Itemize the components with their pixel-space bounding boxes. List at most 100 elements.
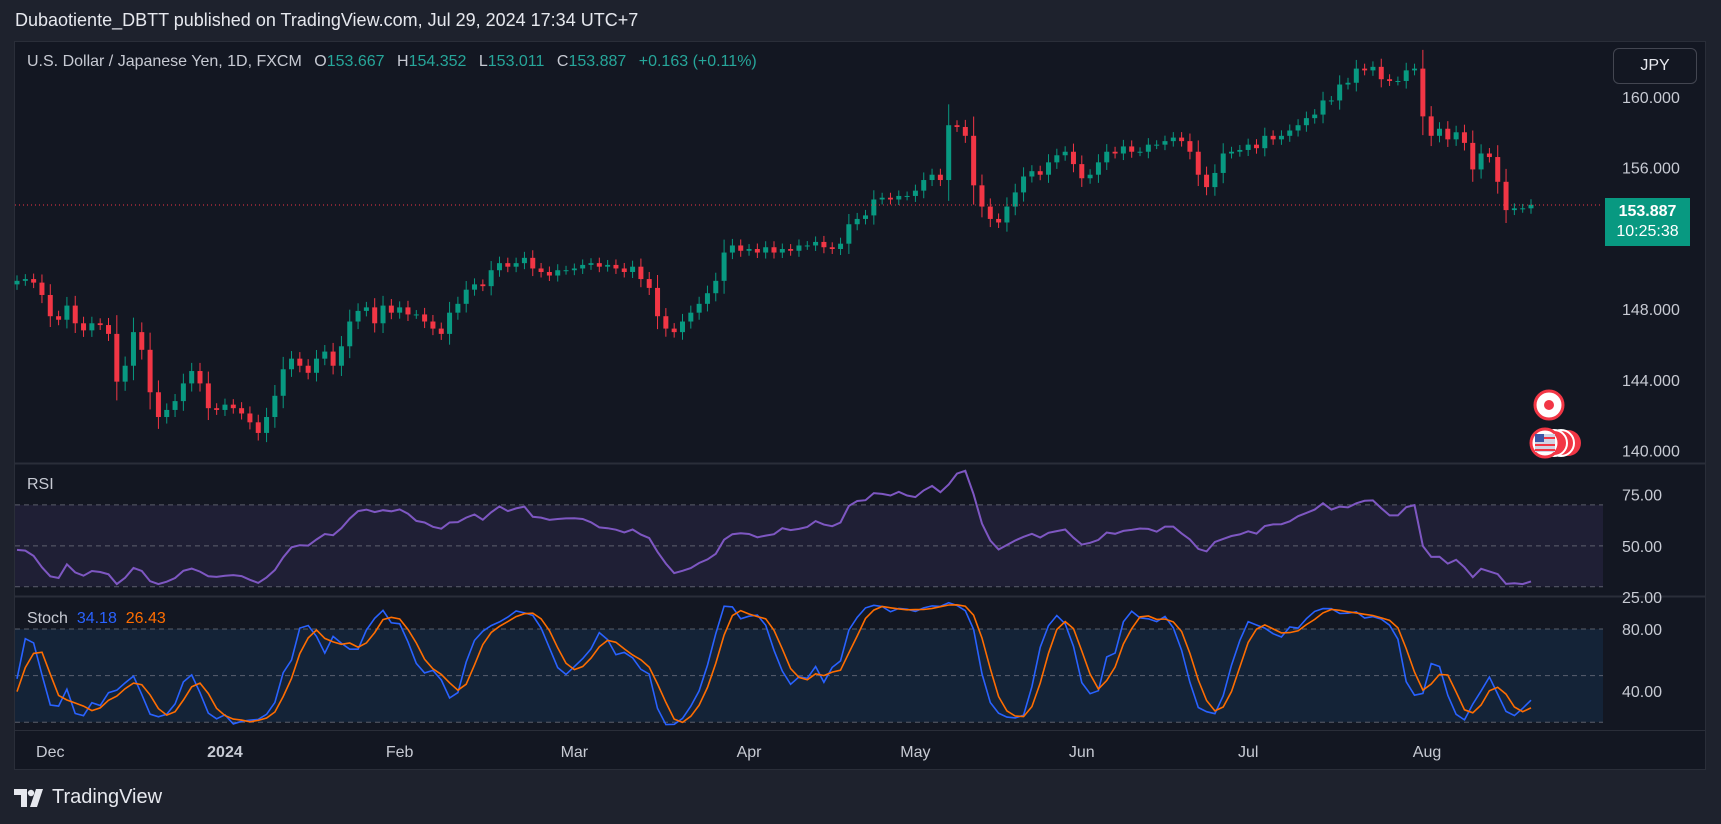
event-markers (1529, 389, 1581, 459)
candle (1021, 167, 1027, 202)
candle-body (1353, 68, 1359, 83)
candle-body (355, 310, 361, 322)
candle-body (222, 404, 228, 410)
candle (172, 394, 178, 418)
candle (106, 317, 112, 341)
candle-body (114, 333, 120, 382)
candle (912, 184, 918, 202)
footer-brand[interactable]: TradingView (14, 786, 162, 809)
candle (363, 301, 369, 317)
close-label: C (556, 53, 569, 70)
candle-body (796, 245, 802, 251)
candle-body (937, 174, 943, 181)
candle-body (480, 284, 486, 287)
candle (1470, 130, 1476, 182)
candle (289, 351, 295, 377)
candle (563, 265, 569, 275)
candle-body (14, 280, 20, 285)
candle (655, 275, 661, 330)
candle (821, 235, 827, 254)
candle (854, 212, 860, 231)
candle (929, 168, 935, 187)
candle-body (704, 293, 710, 304)
time-tick-label: May (900, 744, 930, 761)
us-flag-event-icon[interactable] (1529, 427, 1581, 459)
candle-body (821, 241, 827, 248)
candle-body (1278, 135, 1284, 140)
candle (796, 239, 802, 257)
change-value: +0.163 (+0.11%) (638, 53, 757, 70)
candle (455, 296, 461, 320)
candle-body (1145, 144, 1151, 152)
candle-body (829, 247, 835, 250)
candle-body (56, 316, 62, 320)
japan-flag-event-icon[interactable] (1533, 389, 1565, 421)
candle-body (1262, 135, 1268, 149)
candle (1162, 135, 1168, 151)
candle (1204, 166, 1210, 196)
candle-body (546, 271, 552, 276)
time-tick-label: Jul (1238, 744, 1258, 761)
candle (1104, 144, 1110, 170)
candle (447, 301, 453, 345)
candle-body (538, 268, 544, 272)
candle-body (1087, 174, 1093, 179)
candle-body (605, 264, 611, 267)
candle (1029, 165, 1035, 183)
candle (1412, 63, 1418, 76)
candle (214, 403, 220, 415)
candle (921, 172, 927, 199)
candle (413, 310, 419, 319)
candle (1528, 199, 1534, 214)
price-pane (14, 49, 1603, 443)
stoch-label: Stoch (27, 610, 68, 627)
candle-body (979, 185, 985, 207)
candle-body (613, 264, 619, 269)
candle (1112, 146, 1118, 159)
candle-body (738, 245, 744, 251)
candle (81, 316, 87, 337)
time-tick-label: Jun (1069, 744, 1095, 761)
candle-body (813, 241, 819, 246)
rsi-label[interactable]: RSI (27, 476, 54, 493)
candle (89, 316, 95, 337)
candle-body (896, 195, 902, 200)
candle (513, 257, 519, 273)
stoch-legend[interactable]: Stoch 34.18 26.43 (27, 610, 166, 628)
candle (1511, 203, 1517, 216)
candle-body (1337, 84, 1343, 101)
candle-body (1320, 100, 1326, 115)
candle (829, 242, 835, 254)
candle (663, 308, 669, 337)
candle (979, 174, 985, 218)
candle-body (987, 206, 993, 219)
candle-body (1021, 176, 1027, 193)
stoch-k-line (16, 601, 1532, 726)
candle (738, 239, 744, 257)
candle-body (1104, 151, 1110, 163)
candle-body (1362, 68, 1368, 71)
candle (1445, 121, 1451, 147)
candle (1270, 130, 1276, 145)
candle (1278, 130, 1284, 145)
candle-body (239, 408, 245, 414)
candle (1120, 139, 1126, 161)
candle-body (122, 365, 128, 382)
candle (1087, 169, 1093, 184)
symbol-legend: U.S. Dollar / Japanese Yen, 1D, FXCM O15… (27, 53, 757, 71)
candle (1320, 91, 1326, 124)
candle-body (338, 346, 344, 366)
candle-body (130, 332, 136, 366)
symbol-name[interactable]: U.S. Dollar / Japanese Yen, 1D, FXCM (27, 53, 302, 70)
currency-button[interactable]: JPY (1613, 48, 1697, 84)
rsi-line (16, 469, 1532, 586)
candle (1303, 111, 1309, 132)
candle (122, 356, 128, 391)
candle-body (863, 215, 869, 219)
candle (546, 266, 552, 282)
candle-body (1229, 151, 1235, 154)
candle (1212, 164, 1218, 196)
stoch-tick-label: 80.00 (1622, 622, 1662, 639)
candle-body (147, 349, 153, 393)
